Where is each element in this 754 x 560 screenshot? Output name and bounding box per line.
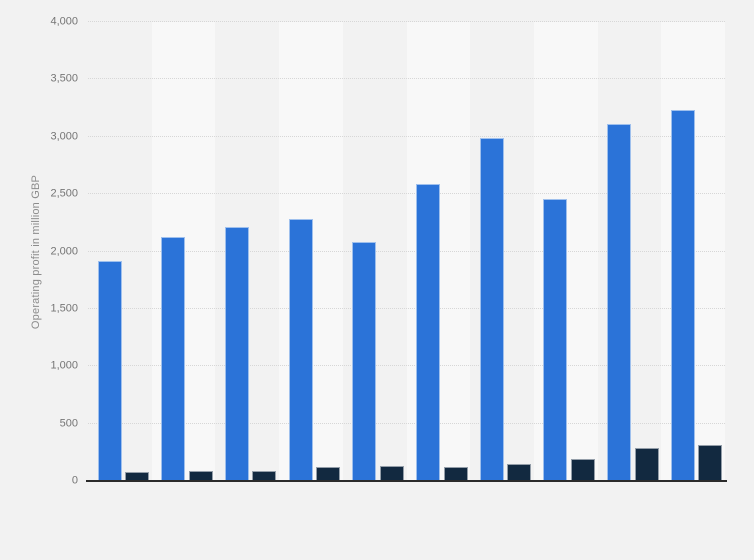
bar-primary-series-blue[interactable] (479, 137, 504, 481)
bar-secondary-series-dark[interactable] (698, 445, 723, 481)
gridline (88, 21, 725, 22)
bar-primary-series-blue[interactable] (288, 219, 313, 481)
bar-secondary-series-dark[interactable] (316, 466, 341, 481)
gridline (88, 135, 725, 137)
y-axis-tick-label: 4,000 (50, 15, 78, 28)
bar-primary-series-blue[interactable] (161, 236, 186, 481)
bar-secondary-series-dark[interactable] (443, 467, 468, 481)
y-axis-tick-label: 2,500 (50, 187, 78, 200)
bar-primary-series-blue[interactable] (607, 124, 632, 481)
y-axis-tick-label: 2,000 (50, 245, 78, 257)
gridline (88, 78, 725, 80)
y-axis-tick-label: 1,500 (50, 302, 78, 315)
bar-primary-series-blue[interactable] (543, 198, 568, 481)
gridline (88, 365, 725, 367)
plot-area (88, 21, 725, 481)
y-axis-tick-label: 0 (71, 474, 78, 487)
bar-primary-series-blue[interactable] (352, 242, 377, 481)
bar-secondary-series-dark[interactable] (379, 465, 404, 481)
bar-secondary-series-dark[interactable] (188, 470, 213, 481)
y-axis-tick-label: 3,000 (50, 130, 78, 143)
gridline (88, 307, 725, 309)
bar-primary-series-blue[interactable] (224, 227, 249, 481)
bar-primary-series-blue[interactable] (670, 110, 695, 481)
y-axis-tick-label: 500 (59, 417, 78, 430)
bar-secondary-series-dark[interactable] (125, 472, 149, 481)
bar-secondary-series-dark[interactable] (252, 470, 277, 481)
y-axis-tick-label: 3,500 (50, 72, 78, 85)
bar-primary-series-blue[interactable] (416, 183, 441, 481)
y-axis-tick-labels: 0 500 1,000 1,500 2,000 2,500 3,000 3,500 4,000 (0, 16, 78, 486)
x-axis-line (86, 480, 727, 482)
bar-secondary-series-dark[interactable] (507, 464, 532, 481)
bar-secondary-series-dark[interactable] (634, 447, 659, 481)
bar-secondary-series-dark[interactable] (570, 458, 595, 481)
gridline (88, 193, 725, 195)
gridline (88, 422, 725, 424)
gridline (88, 250, 725, 252)
y-axis-tick-label: 1,000 (50, 359, 78, 372)
bar-primary-series-blue[interactable] (97, 260, 122, 481)
